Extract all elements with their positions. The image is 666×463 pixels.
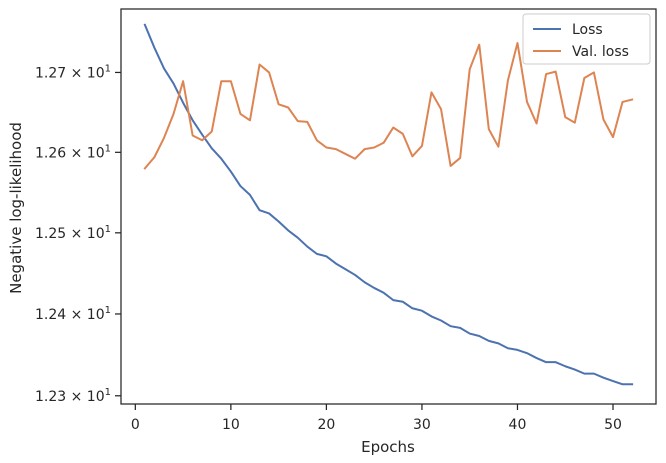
y-tick-label: 1.24 × 101 xyxy=(35,305,111,323)
x-tick-label: 40 xyxy=(509,417,527,433)
series-line-1 xyxy=(143,23,634,386)
x-tick-label: 10 xyxy=(222,417,240,433)
x-tick-label: 20 xyxy=(317,417,335,433)
y-tick-label: 1.26 × 101 xyxy=(35,143,111,161)
x-axis-label: Epochs xyxy=(361,438,415,456)
series-line-2 xyxy=(143,42,634,170)
y-tick-label: 1.27 × 101 xyxy=(35,63,111,81)
axes-frame xyxy=(120,8,657,405)
plot-area xyxy=(143,23,634,386)
x-tick-label: 0 xyxy=(131,417,140,433)
x-tick-label: 50 xyxy=(604,417,622,433)
legend-label-2: Val. loss xyxy=(572,44,629,60)
legend: Loss Val. loss xyxy=(522,13,651,65)
axes: 0 10 20 30 40 50 1.23 × 101 1.24 × 101 1.25 × 10… xyxy=(35,8,657,433)
x-tick-label: 30 xyxy=(413,417,431,433)
y-axis-label: Negative log-likelihood xyxy=(7,122,25,294)
y-tick-label: 1.23 × 101 xyxy=(35,387,111,405)
y-tick-label: 1.25 × 101 xyxy=(35,224,111,242)
legend-label-1: Loss xyxy=(572,22,603,38)
